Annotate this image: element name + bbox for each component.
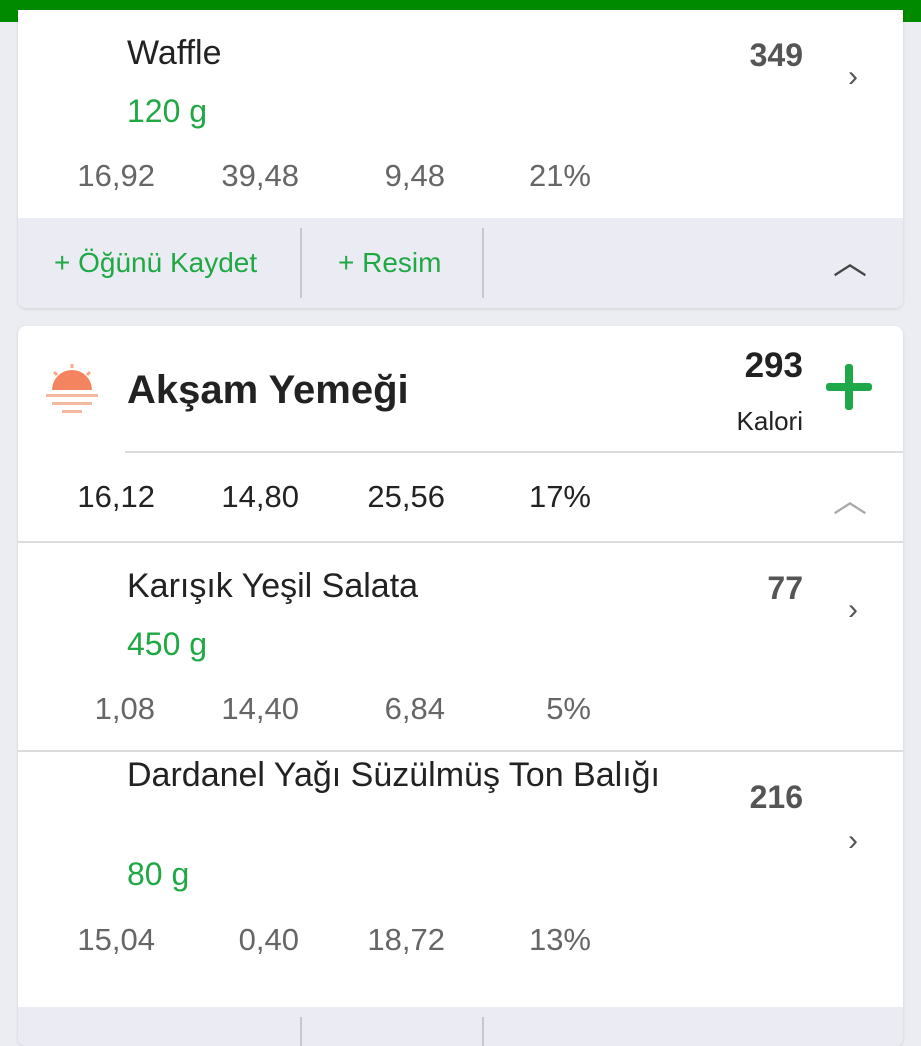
meal-footer xyxy=(18,1007,903,1046)
chevron-right-icon[interactable]: › xyxy=(848,593,858,626)
add-photo-button[interactable]: + Resim xyxy=(338,247,442,278)
food-name: Karışık Yeşil Salata xyxy=(127,567,419,605)
food-qty: 80 g xyxy=(127,856,190,892)
divider xyxy=(482,228,484,298)
macro-percent: 5% xyxy=(546,691,591,726)
food-kcal: 349 xyxy=(749,37,803,73)
meal-kcal: 293 xyxy=(744,346,803,385)
divider xyxy=(300,228,302,298)
chevron-up-icon[interactable]: ︿ xyxy=(833,482,867,520)
total-protein: 16,12 xyxy=(77,479,155,514)
macro-fat: 18,72 xyxy=(367,922,445,957)
save-meal-button[interactable]: + Öğünü Kaydet xyxy=(54,247,258,278)
sunset-icon xyxy=(46,364,98,413)
macro-percent: 13% xyxy=(528,922,591,957)
food-item-waffle[interactable]: Waffle 120 g 349 › 16,92 39,48 9,48 21% xyxy=(18,10,903,218)
divider xyxy=(18,541,903,543)
macro-protein: 16,92 xyxy=(77,158,155,193)
chevron-right-icon[interactable]: › xyxy=(848,60,858,93)
divider xyxy=(18,750,903,752)
food-kcal: 77 xyxy=(767,570,803,606)
kcal-label: Kalori xyxy=(736,406,803,436)
macro-protein: 1,08 xyxy=(94,691,155,726)
meal-title: Akşam Yemeği xyxy=(127,368,409,412)
food-qty: 120 g xyxy=(127,93,208,129)
food-name: Waffle xyxy=(127,34,222,72)
macro-carbs: 0,40 xyxy=(238,922,299,957)
food-item[interactable]: Karışık Yeşil Salata 450 g 77 › 1,08 14,… xyxy=(18,543,903,751)
food-item[interactable]: Dardanel Yağı Süzülmüş Ton Balığı 80 g 2… xyxy=(18,752,903,1007)
divider xyxy=(125,451,903,453)
divider xyxy=(482,1017,484,1046)
chevron-right-icon[interactable]: › xyxy=(848,824,858,857)
macro-carbs: 14,40 xyxy=(221,691,299,726)
macro-carbs: 39,48 xyxy=(221,158,299,193)
plus-icon[interactable] xyxy=(824,362,874,412)
divider xyxy=(300,1017,302,1046)
total-percent: 17% xyxy=(528,479,591,514)
chevron-up-icon[interactable]: ︿ xyxy=(833,244,867,282)
breakfast-card: Waffle 120 g 349 › 16,92 39,48 9,48 21% … xyxy=(18,10,903,308)
food-kcal: 216 xyxy=(749,779,803,815)
macro-fat: 6,84 xyxy=(384,691,445,726)
meal-totals[interactable]: 16,12 14,80 25,56 17% ︿ xyxy=(18,453,903,541)
total-carbs: 14,80 xyxy=(221,479,299,514)
macro-fat: 9,48 xyxy=(384,158,445,193)
food-qty: 450 g xyxy=(127,626,208,662)
dinner-card: Akşam Yemeği 293 Kalori 16,12 14,80 25,5… xyxy=(18,326,903,1046)
macro-percent: 21% xyxy=(528,158,591,193)
food-name: Dardanel Yağı Süzülmüş Ton Balığı xyxy=(127,756,660,794)
macro-protein: 15,04 xyxy=(77,922,155,957)
total-fat: 25,56 xyxy=(367,479,445,514)
meal-footer: + Öğünü Kaydet + Resim ︿ xyxy=(18,218,903,308)
